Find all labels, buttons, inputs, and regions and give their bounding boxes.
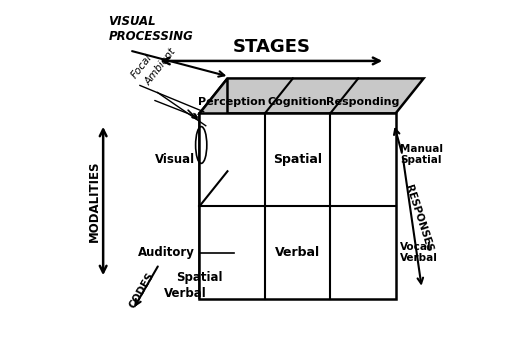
Text: Focal: Focal <box>129 53 154 80</box>
Text: VISUAL
PROCESSING: VISUAL PROCESSING <box>108 16 193 43</box>
Text: Cognition: Cognition <box>268 97 328 107</box>
Text: CODES: CODES <box>128 271 156 310</box>
Text: Vocal
Verbal: Vocal Verbal <box>400 242 438 263</box>
Text: Auditory: Auditory <box>139 246 195 259</box>
Text: Visual: Visual <box>155 153 195 166</box>
Polygon shape <box>200 78 424 113</box>
Polygon shape <box>200 113 395 299</box>
Text: Perception: Perception <box>198 97 266 107</box>
Text: STAGES: STAGES <box>232 38 310 56</box>
Text: MODALITIES: MODALITIES <box>88 160 101 242</box>
Text: Spatial: Spatial <box>273 153 322 166</box>
Text: Ambient: Ambient <box>143 47 179 87</box>
Text: Responding: Responding <box>326 97 400 107</box>
Text: Spatial: Spatial <box>176 271 222 284</box>
Text: Manual
Spatial: Manual Spatial <box>400 144 443 166</box>
Text: Verbal: Verbal <box>275 246 320 259</box>
Polygon shape <box>200 78 227 299</box>
Text: Verbal: Verbal <box>164 287 206 300</box>
Text: RESPONSES: RESPONSES <box>403 184 434 253</box>
